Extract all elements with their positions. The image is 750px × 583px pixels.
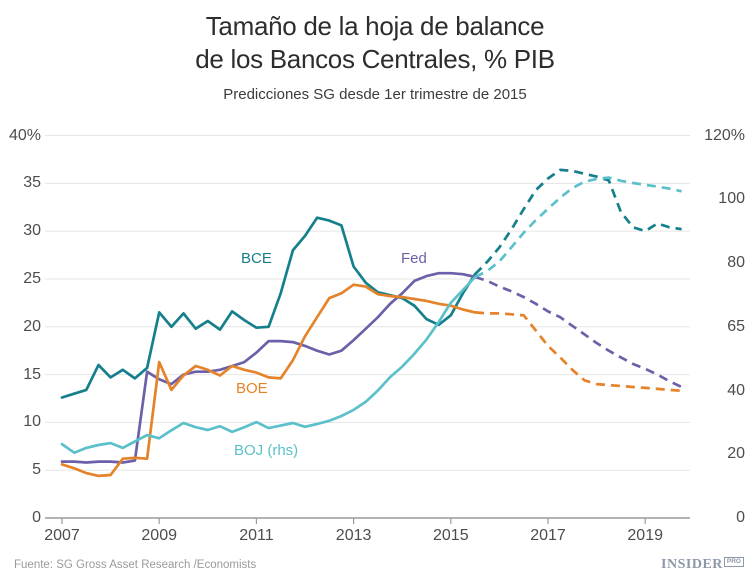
bce-series-label: BCE: [241, 250, 272, 267]
boj-line-dashed: [474, 176, 682, 279]
y-axis-label-right: 40: [727, 381, 745, 399]
boe-line-dashed: [474, 311, 682, 393]
chart-title-line1: Tamaño de la hoja de balance: [205, 11, 545, 41]
x-axis-label: 2009: [141, 527, 177, 544]
y-axis-label-right: 0: [736, 509, 745, 526]
x-axis-label: 2011: [239, 527, 274, 544]
y-axis-label-right: 100: [718, 190, 745, 208]
y-axis-label-left: 5: [32, 461, 41, 479]
y-axis-label-right: 20: [727, 445, 745, 463]
boe-series-label: BOE: [236, 380, 268, 397]
x-axis-label: 2019: [627, 527, 663, 544]
x-axis-label: 2015: [433, 527, 469, 544]
insiderpro-logo: INSIDER PRO: [661, 557, 744, 573]
y-axis-label-left: 25: [23, 269, 41, 287]
chart-title: Tamaño de la hoja de balance de los Banc…: [0, 10, 750, 76]
fed-line-solid: [60, 271, 477, 464]
y-axis-label-right: 120%: [704, 126, 745, 144]
fed-line-dashed: [474, 275, 683, 389]
source-note: Fuente: SG Gross Asset Research /Economi…: [14, 559, 257, 571]
logo-badge: PRO: [723, 557, 744, 567]
fed-series-label: Fed: [401, 250, 427, 267]
y-axis-label-left: 0: [32, 509, 41, 526]
bce-line-dashed: [474, 168, 682, 276]
y-axis-label-left: 10: [23, 413, 41, 431]
y-axis-label-right: 65: [727, 317, 745, 335]
y-axis-label-left: 40%: [8, 126, 41, 144]
y-axis-label-right: 80: [727, 254, 745, 271]
boe-line-solid: [60, 283, 477, 478]
y-axis-label-left: 30: [23, 222, 41, 240]
chart-title-line2: de los Bancos Centrales, % PIB: [195, 44, 555, 74]
bce-line-solid: [60, 216, 477, 399]
x-axis-label: 2007: [44, 527, 80, 544]
y-axis-label-left: 20: [23, 317, 41, 335]
x-axis-label: 2017: [530, 527, 566, 544]
boj-line-solid: [60, 275, 477, 455]
boj-series-label: BOJ (rhs): [234, 442, 299, 459]
y-axis-label-left: 35: [23, 174, 41, 192]
x-axis-label: 2013: [335, 527, 372, 544]
chart-subtitle: Predicciones SG desde 1er trimestre de 2…: [223, 86, 527, 103]
y-axis-label-left: 15: [23, 365, 41, 383]
logo-text: INSIDER: [661, 557, 723, 572]
